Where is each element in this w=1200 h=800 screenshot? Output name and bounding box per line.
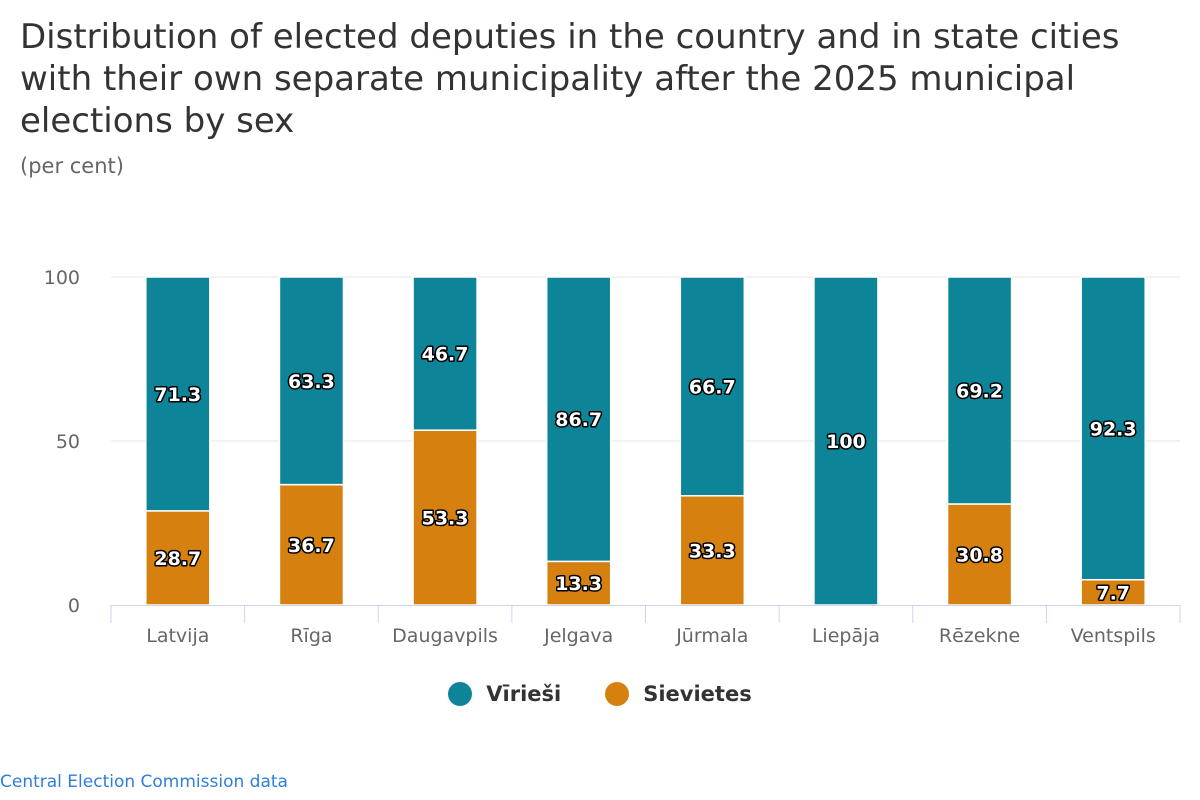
bar-segment-women[interactable] — [946, 503, 1013, 606]
bar-segment-men[interactable] — [679, 276, 746, 497]
y-tick-label: 0 — [68, 595, 80, 617]
data-label-women: 7.7 — [1096, 582, 1130, 604]
y-tick-label: 50 — [56, 431, 80, 453]
x-tick-label: Jelgava — [543, 625, 613, 647]
stacked-bar-chart: 28.7 71.3 36.7 63.3 53.3 46.7 13.3 86.7 33.3 66.7… — [44, 267, 1181, 647]
credits-link[interactable]: Central Election Commission data — [0, 772, 288, 792]
chart-title: Distribution of elected deputies in the … — [20, 17, 1120, 141]
bar-segment-women[interactable] — [679, 495, 746, 606]
legend-item-men[interactable]: Vīrieši — [448, 682, 561, 706]
chart-subtitle: (per cent) — [20, 154, 124, 178]
data-label-women: 13.3 — [555, 573, 602, 595]
bar-segment-women[interactable] — [145, 510, 211, 606]
x-tick-label: Jūrmala — [675, 625, 748, 647]
axes: 0 50 100 Latvija Rīga Daugavpils Jelgava Jūrmal… — [44, 267, 1181, 647]
x-tick-label: Daugavpils — [392, 625, 498, 647]
bar-segment-women[interactable] — [412, 429, 478, 606]
legend: Vīrieši Sievietes — [0, 682, 1200, 706]
data-label-women: 33.3 — [689, 540, 736, 562]
bar-segment-men[interactable] — [145, 276, 211, 512]
data-label-men: 63.3 — [288, 371, 335, 393]
data-label-men: 69.2 — [956, 380, 1003, 402]
x-tick-label: Rīga — [290, 625, 332, 647]
legend-marker-men — [448, 682, 473, 706]
data-label-men: 86.7 — [555, 409, 602, 431]
legend-label-men: Vīrieši — [486, 682, 562, 706]
data-label-men: 71.3 — [154, 384, 201, 406]
x-tick-label: Liepāja — [812, 625, 880, 647]
bar-segment-men[interactable] — [813, 276, 879, 606]
data-label-men: 46.7 — [422, 344, 469, 366]
y-tick-label: 100 — [44, 267, 80, 289]
bar-segment-men[interactable] — [946, 276, 1013, 505]
bar-segment-women[interactable] — [278, 483, 345, 606]
data-label-women: 28.7 — [154, 548, 201, 570]
bar-segment-men[interactable] — [412, 276, 478, 431]
bar-segment-men[interactable] — [1080, 276, 1146, 581]
legend-marker-women — [605, 682, 630, 706]
data-label-men: 100 — [826, 431, 866, 453]
bar-segment-men[interactable] — [545, 276, 612, 563]
grid-lines — [111, 276, 1180, 442]
x-tick-label: Ventspils — [1071, 625, 1156, 647]
data-label-men: 66.7 — [689, 376, 736, 398]
data-label-men: 92.3 — [1090, 418, 1137, 440]
data-label-women: 30.8 — [956, 544, 1003, 566]
data-label-women: 53.3 — [422, 508, 469, 530]
data-label-women: 36.7 — [288, 535, 335, 557]
bar-segment-men[interactable] — [278, 276, 345, 486]
legend-item-women[interactable]: Sievietes — [605, 682, 752, 706]
legend-label-women: Sievietes — [643, 682, 752, 706]
data-labels: 28.7 71.3 36.7 63.3 53.3 46.7 13.3 86.7 33.3 66.7… — [153, 342, 1138, 606]
x-tick-label: Rēzekne — [939, 625, 1020, 647]
x-tick-label: Latvija — [146, 625, 209, 647]
bars — [145, 276, 1146, 606]
bar-segment-women[interactable] — [545, 560, 612, 606]
